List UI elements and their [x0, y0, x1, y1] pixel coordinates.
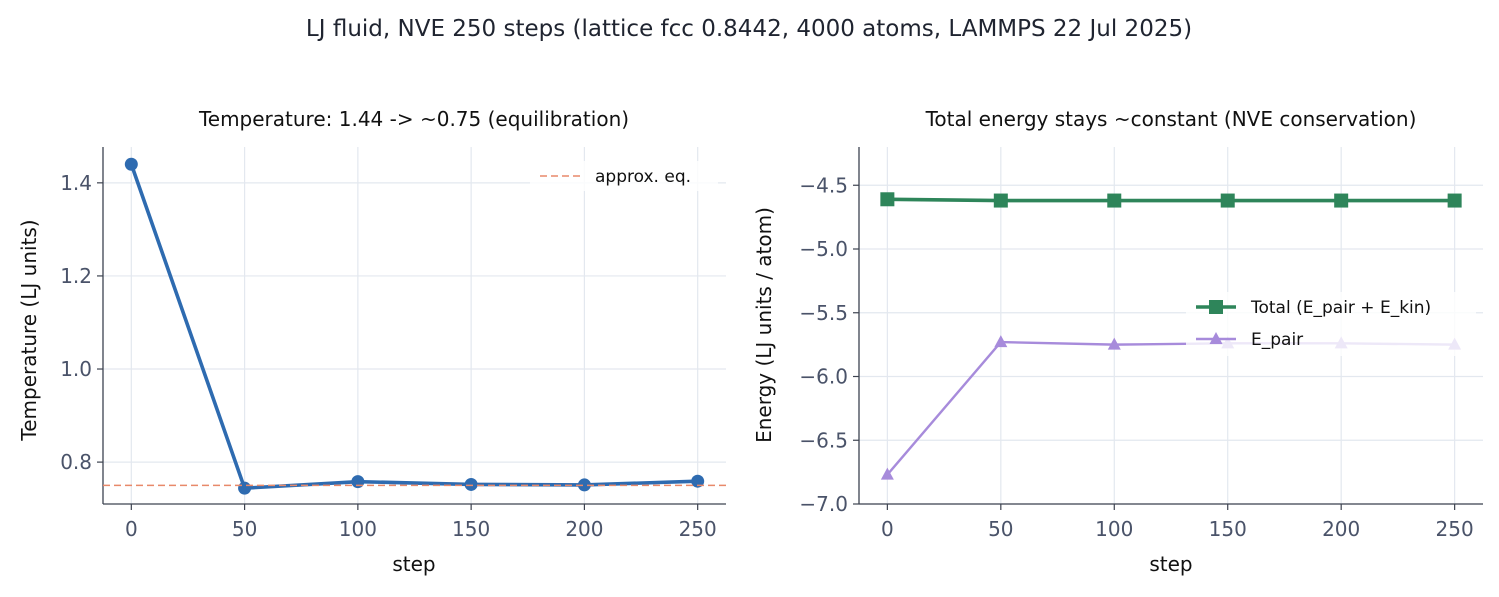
energy-series-line	[886, 340, 1455, 476]
energy-data-point	[1220, 193, 1235, 208]
energy-x-axis-label: step	[1149, 552, 1192, 576]
temperature-x-tick-label: 200	[565, 517, 603, 541]
energy-data-point	[1334, 193, 1349, 208]
energy-y-tick-label: −5.5	[799, 301, 848, 325]
temperature-panel: Temperature: 1.44 -> ~0.75 (equilibratio…	[17, 107, 726, 576]
energy-y-tick-label: −7.0	[799, 492, 848, 516]
energy-y-tick-label: −5.0	[799, 237, 848, 261]
energy-data-point	[993, 193, 1008, 208]
energy-x-tick-label: 50	[988, 517, 1013, 541]
temperature-series-line	[129, 163, 698, 490]
temperature-y-tick-label: 0.8	[60, 450, 92, 474]
energy-y-tick-label: −6.5	[799, 428, 848, 452]
temperature-y-axis-label: Temperature (LJ units)	[17, 219, 41, 441]
energy-data-point	[994, 335, 1008, 348]
energy-legend-label: Total (E_pair + E_kin)	[1250, 298, 1431, 318]
temperature-data-point	[691, 474, 705, 488]
energy-legend-label: E_pair	[1251, 330, 1303, 350]
energy-panel-title: Total energy stays ~constant (NVE conser…	[925, 107, 1417, 131]
energy-data-point	[880, 192, 895, 207]
temperature-data-point	[351, 475, 365, 489]
energy-legend-marker	[1209, 300, 1223, 314]
energy-series-line	[887, 197, 1455, 203]
temperature-x-tick-label: 250	[679, 517, 717, 541]
energy-x-tick-label: 250	[1436, 517, 1474, 541]
temperature-y-tick-label: 1.2	[60, 264, 92, 288]
temperature-legend: approx. eq.	[530, 161, 718, 191]
temperature-x-tick-label: 150	[452, 517, 490, 541]
temperature-x-axis-label: step	[392, 552, 435, 576]
temperature-data-point	[124, 157, 138, 171]
energy-y-tick-label: −6.0	[799, 365, 848, 389]
temperature-x-tick-label: 0	[125, 517, 138, 541]
energy-legend-marker	[1209, 332, 1223, 344]
energy-y-axis-label: Energy (LJ units / atom)	[752, 207, 776, 443]
energy-x-tick-label: 200	[1322, 517, 1360, 541]
temperature-y-tick-label: 1.0	[60, 357, 92, 381]
temperature-panel-title: Temperature: 1.44 -> ~0.75 (equilibratio…	[198, 107, 629, 131]
energy-x-tick-label: 100	[1095, 517, 1133, 541]
temperature-x-tick-label: 100	[339, 517, 377, 541]
energy-panel: Total energy stays ~constant (NVE conser…	[752, 107, 1483, 576]
energy-x-tick-label: 150	[1209, 517, 1247, 541]
temperature-legend-box	[530, 161, 718, 191]
temperature-data-point	[577, 478, 591, 492]
energy-y-tick-label: −4.5	[799, 173, 848, 197]
energy-data-point	[880, 467, 894, 480]
energy-data-point	[1107, 337, 1121, 350]
energy-data-point	[1107, 193, 1122, 208]
figure-suptitle: LJ fluid, NVE 250 steps (lattice fcc 0.8…	[306, 16, 1192, 42]
energy-data-point	[1447, 193, 1462, 208]
energy-legend: Total (E_pair + E_kin) E_pair	[1186, 292, 1476, 356]
temperature-x-tick-label: 50	[232, 517, 257, 541]
energy-x-tick-label: 0	[881, 517, 894, 541]
temperature-data-point	[464, 477, 478, 491]
energy-legend-box	[1186, 292, 1476, 356]
temperature-data-point	[238, 481, 252, 495]
temperature-legend-label: approx. eq.	[595, 167, 691, 187]
temperature-y-tick-label: 1.4	[60, 171, 92, 195]
